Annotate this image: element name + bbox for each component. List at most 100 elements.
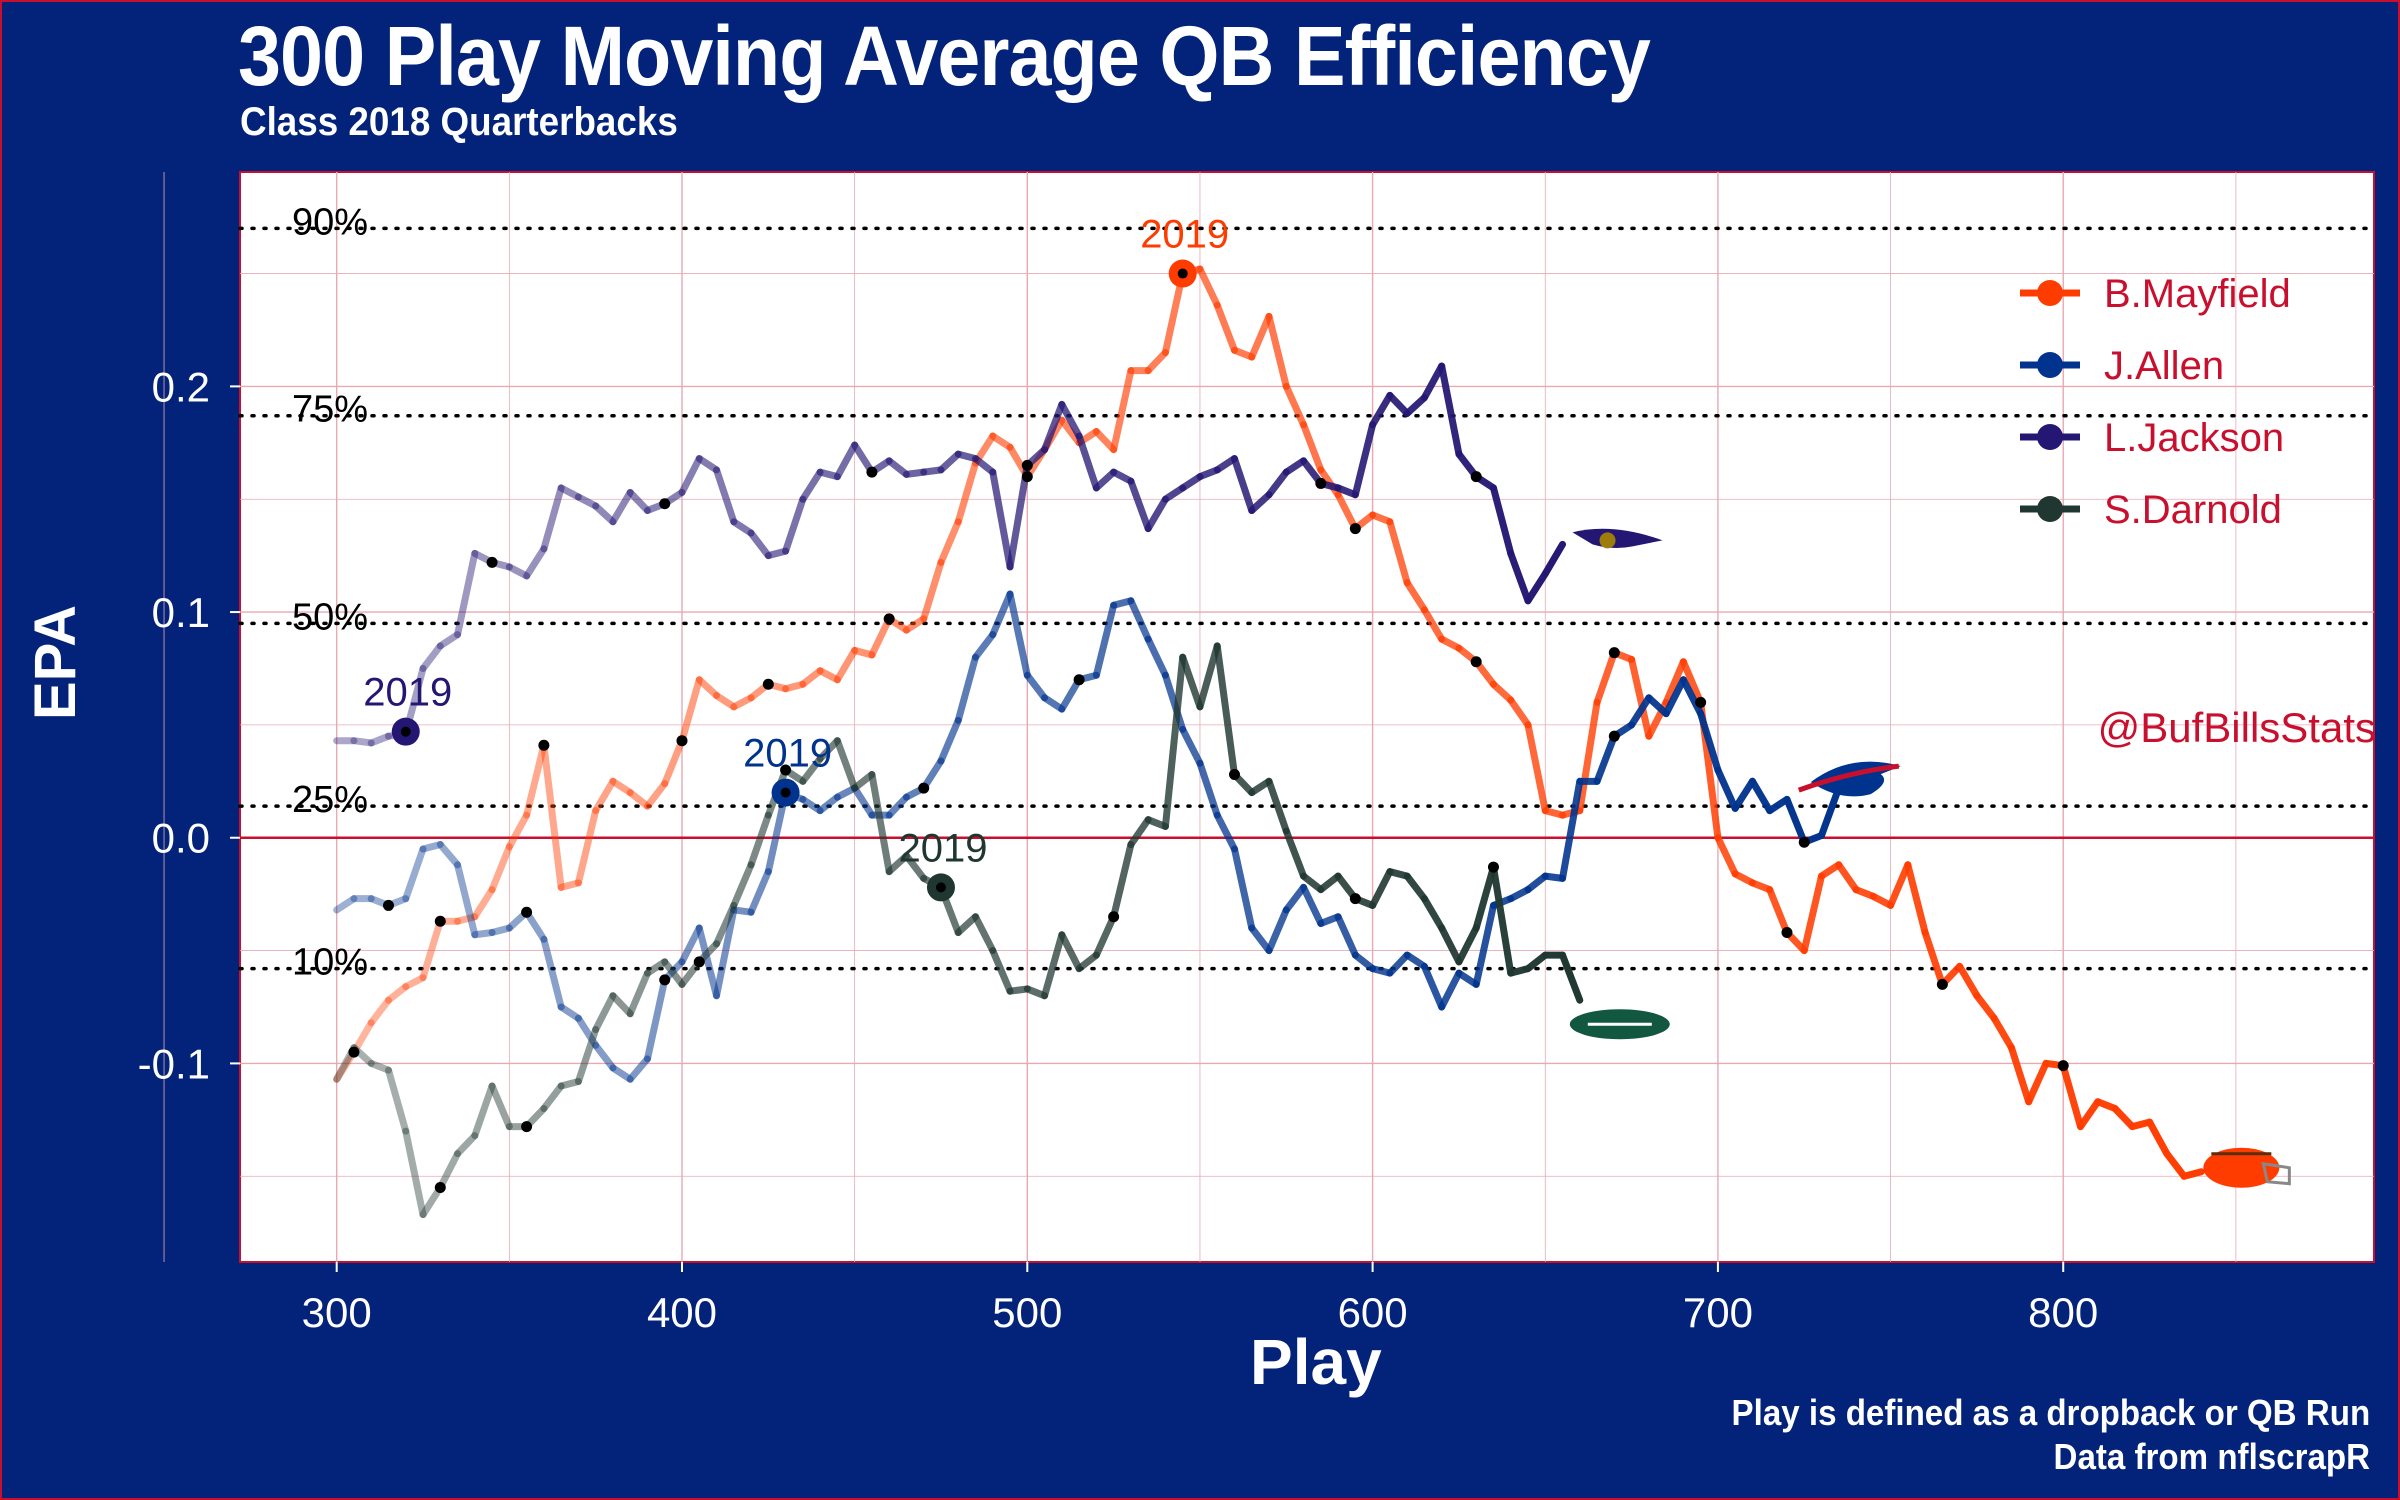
series-segment-J.Allen bbox=[488, 924, 513, 937]
game-dot bbox=[521, 906, 533, 918]
series-segment-J.Allen bbox=[1628, 694, 1653, 729]
series-segment-B.Mayfield bbox=[2025, 1059, 2050, 1106]
series-segment-B.Mayfield bbox=[2180, 1168, 2205, 1180]
marker-2019-label: 2019 bbox=[1140, 213, 1229, 257]
legend-label: L.Jackson bbox=[2104, 416, 2284, 460]
series-segment-L.Jackson bbox=[1248, 491, 1273, 515]
series-segment-B.Mayfield bbox=[505, 811, 531, 851]
series-segment-S.Darnold bbox=[954, 913, 980, 937]
marker-2019-label: 2019 bbox=[743, 732, 832, 776]
series-segment-B.Mayfield bbox=[833, 646, 859, 684]
series-segment-B.Mayfield bbox=[1800, 872, 1826, 955]
series-segment-S.Darnold bbox=[868, 771, 893, 876]
y-tick-label: -0.1 bbox=[138, 1040, 210, 1087]
series-segment-B.Mayfield bbox=[1386, 518, 1411, 587]
series-segment-B.Mayfield bbox=[1835, 861, 1860, 894]
game-dot bbox=[1487, 861, 1499, 873]
series-segment-S.Darnold bbox=[471, 1082, 496, 1140]
series-segment-S.Darnold bbox=[384, 1066, 410, 1135]
marker-2019-center bbox=[400, 726, 411, 737]
series-segment-B.Mayfield bbox=[1334, 491, 1359, 533]
series-segment-B.Mayfield bbox=[1766, 886, 1791, 937]
series-segment-L.Jackson bbox=[1092, 468, 1118, 492]
chart-subtitle: Class 2018 Quarterbacks bbox=[240, 100, 678, 144]
game-dot bbox=[486, 556, 498, 568]
series-segment-L.Jackson bbox=[505, 563, 531, 580]
series-segment-B.Mayfield bbox=[1196, 265, 1221, 309]
series-segment-B.Mayfield bbox=[1110, 367, 1135, 454]
series-segment-B.Mayfield bbox=[1300, 421, 1325, 474]
series-segment-L.Jackson bbox=[1489, 484, 1515, 557]
series-segment-S.Darnold bbox=[833, 737, 859, 792]
series-segment-J.Allen bbox=[1645, 694, 1670, 718]
series-segment-B.Mayfield bbox=[384, 983, 410, 1004]
series-segment-J.Allen bbox=[1006, 590, 1031, 679]
series-segment-B.Mayfield bbox=[1489, 680, 1515, 704]
game-dot bbox=[780, 764, 792, 776]
series-segment-L.Jackson bbox=[1041, 400, 1066, 454]
series-segment-J.Allen bbox=[989, 590, 1014, 639]
game-dot bbox=[1108, 911, 1120, 923]
series-segment-B.Mayfield bbox=[1956, 962, 1981, 1000]
series-segment-S.Darnold bbox=[1403, 872, 1428, 903]
series-segment-S.Darnold bbox=[1041, 931, 1066, 1000]
series-segment-S.Darnold bbox=[730, 861, 755, 909]
series-segment-J.Allen bbox=[1818, 784, 1843, 839]
series-segment-B.Mayfield bbox=[1144, 349, 1169, 375]
percentile-label: 25% bbox=[292, 779, 368, 821]
game-dot bbox=[1781, 927, 1793, 939]
series-segment-B.Mayfield bbox=[1973, 992, 1998, 1022]
series-segment-J.Allen bbox=[1524, 872, 1549, 894]
series-segment-S.Darnold bbox=[488, 1082, 513, 1131]
game-dot bbox=[1470, 471, 1482, 483]
series-segment-L.Jackson bbox=[1403, 394, 1428, 417]
percentile-lines: 90% 75% 50% 25% 10% bbox=[238, 201, 2376, 984]
y-axis-label: EPA bbox=[23, 605, 88, 720]
series-segment-S.Darnold bbox=[1282, 827, 1308, 880]
series-segment-L.Jackson bbox=[1507, 549, 1532, 605]
series-segment-L.Jackson bbox=[436, 631, 462, 650]
series-segment-L.Jackson bbox=[1144, 495, 1169, 533]
game-dot bbox=[1695, 696, 1707, 708]
series-segment-J.Allen bbox=[436, 841, 462, 869]
series-segment-L.Jackson bbox=[350, 737, 375, 747]
y-tick-label: 0.2 bbox=[152, 363, 210, 410]
series-segment-S.Darnold bbox=[972, 913, 997, 955]
marker-2019-center bbox=[1177, 268, 1188, 279]
series-segment-J.Allen bbox=[972, 631, 997, 661]
series-segment-B.Mayfield bbox=[626, 789, 651, 810]
series-segment-L.Jackson bbox=[1265, 468, 1290, 499]
series-segment-J.Allen bbox=[1230, 845, 1256, 932]
series-segment-S.Darnold bbox=[367, 1059, 392, 1074]
game-dot bbox=[1349, 893, 1361, 905]
series-segment-B.Mayfield bbox=[1213, 301, 1238, 354]
series-segment-S.Darnold bbox=[436, 1150, 462, 1192]
game-dot bbox=[2057, 1060, 2069, 1072]
series-segment-J.Allen bbox=[557, 1003, 582, 1022]
series-segment-L.Jackson bbox=[1369, 391, 1394, 429]
series-segment-B.Mayfield bbox=[1921, 929, 1946, 988]
series-segment-L.Jackson bbox=[540, 484, 565, 553]
series-segment-S.Darnold bbox=[1092, 913, 1118, 959]
game-dot bbox=[866, 466, 878, 478]
y-tick-label: 0.0 bbox=[152, 815, 210, 862]
series-segment-S.Darnold bbox=[1110, 841, 1135, 921]
series-segment-S.Darnold bbox=[609, 992, 634, 1018]
x-tick-label: 500 bbox=[992, 1289, 1062, 1336]
series-segment-J.Allen bbox=[1023, 671, 1049, 702]
series-segment-B.Mayfield bbox=[937, 518, 962, 566]
series-segment-S.Darnold bbox=[816, 737, 841, 763]
game-dot bbox=[1228, 769, 1240, 781]
game-dot bbox=[762, 678, 774, 690]
x-tick-label: 400 bbox=[647, 1289, 717, 1336]
series-segment-S.Darnold bbox=[1058, 931, 1083, 973]
y-tick-label: 0.1 bbox=[152, 589, 210, 636]
series-segment-S.Darnold bbox=[1161, 653, 1187, 830]
plot-panel bbox=[239, 171, 2375, 1263]
series-segment-J.Allen bbox=[419, 841, 444, 853]
game-dot bbox=[1470, 656, 1482, 668]
series-segment-L.Jackson bbox=[1006, 461, 1031, 571]
series-segment-J.Allen bbox=[333, 895, 358, 914]
series-segment-J.Allen bbox=[1144, 635, 1169, 679]
game-dot bbox=[1608, 730, 1620, 742]
